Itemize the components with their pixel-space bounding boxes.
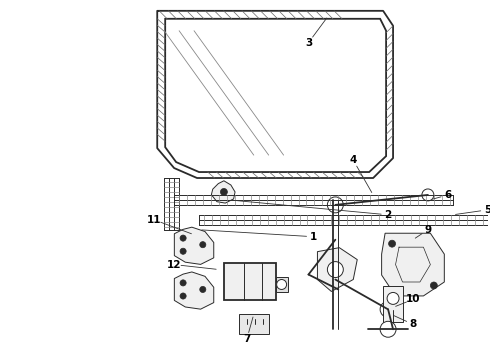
- Circle shape: [430, 282, 438, 289]
- Polygon shape: [165, 19, 386, 172]
- Polygon shape: [382, 233, 444, 296]
- Circle shape: [327, 197, 343, 213]
- Polygon shape: [318, 248, 357, 292]
- Circle shape: [422, 189, 434, 201]
- Text: 6: 6: [444, 190, 451, 200]
- Circle shape: [200, 287, 206, 293]
- Circle shape: [180, 280, 186, 286]
- Text: 1: 1: [310, 232, 317, 242]
- Circle shape: [380, 301, 396, 317]
- Text: 8: 8: [409, 319, 416, 329]
- Text: 2: 2: [385, 210, 392, 220]
- Polygon shape: [174, 272, 214, 309]
- Circle shape: [200, 242, 206, 248]
- Bar: [224, 262, 276, 300]
- Text: 5: 5: [484, 205, 490, 215]
- Circle shape: [180, 293, 186, 299]
- Polygon shape: [211, 181, 235, 203]
- Text: 3: 3: [305, 38, 312, 48]
- Circle shape: [387, 292, 399, 305]
- Text: 9: 9: [424, 225, 432, 235]
- Text: 12: 12: [167, 260, 181, 270]
- Circle shape: [389, 240, 395, 247]
- Text: 7: 7: [243, 334, 250, 344]
- Circle shape: [277, 279, 287, 289]
- Circle shape: [180, 235, 186, 241]
- Polygon shape: [174, 227, 214, 264]
- Bar: [383, 287, 403, 322]
- Text: 10: 10: [406, 294, 420, 305]
- Text: 11: 11: [147, 215, 162, 225]
- Bar: [239, 314, 269, 334]
- Circle shape: [180, 248, 186, 254]
- Text: 4: 4: [349, 155, 357, 165]
- Circle shape: [380, 321, 396, 337]
- Bar: [276, 276, 288, 292]
- Circle shape: [327, 262, 343, 278]
- Circle shape: [220, 188, 227, 195]
